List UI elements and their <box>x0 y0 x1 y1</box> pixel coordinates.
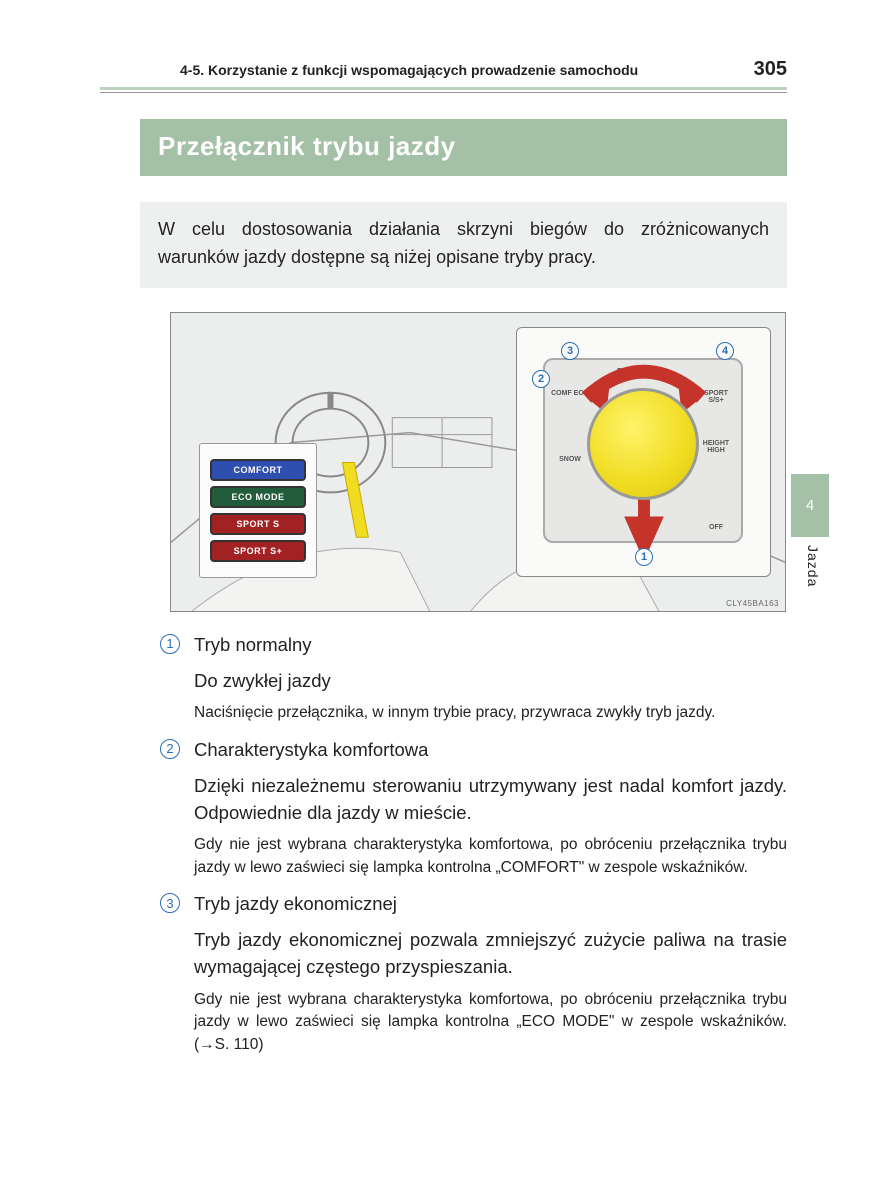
item-3-note: Gdy nie jest wybrana charakterystyka kom… <box>194 989 787 1056</box>
item-1-note: Naciśnięcie przełącznika, w innym trybie… <box>194 702 787 724</box>
mode-sport-s-indicator: SPORT S <box>210 513 306 535</box>
item-2: 2 Charakterystyka komfortowa Dzięki niez… <box>160 737 787 879</box>
callout-4: 4 <box>716 342 734 360</box>
intro-paragraph: W celu dostosowania działania skrzyni bi… <box>140 202 787 288</box>
callout-3: 3 <box>561 342 579 360</box>
mode-descriptions: 1 Tryb normalny Do zwykłej jazdy Naciśni… <box>160 632 787 1057</box>
item-2-marker: 2 <box>160 739 180 759</box>
mode-eco-indicator: ECO MODE <box>210 486 306 508</box>
item-3-subtitle: Tryb jazdy ekonomicznej pozwala zmniejsz… <box>194 927 787 981</box>
item-3: 3 Tryb jazdy ekonomicznej Tryb jazdy eko… <box>160 891 787 1056</box>
item-3-title: Tryb jazdy ekonomicznej <box>194 891 787 917</box>
section-reference: 4-5. Korzystanie z funkcji wspomagającyc… <box>180 62 638 78</box>
page-header: 4-5. Korzystanie z funkcji wspomagającyc… <box>180 58 787 81</box>
item-1-marker: 1 <box>160 634 180 654</box>
item-1-subtitle: Do zwykłej jazdy <box>194 668 787 695</box>
mode-comfort-indicator: COMFORT <box>210 459 306 481</box>
item-2-note: Gdy nie jest wybrana charakterystyka kom… <box>194 834 787 879</box>
item-2-subtitle: Dzięki niezależnemu sterowaniu utrzymywa… <box>194 773 787 827</box>
item-2-title: Charakterystyka komfortowa <box>194 737 787 763</box>
chapter-label: Jazda <box>805 545 821 587</box>
page-title: Przełącznik trybu jazdy <box>140 119 787 176</box>
dial-knob <box>587 388 699 500</box>
item-1: 1 Tryb normalny Do zwykłej jazdy Naciśni… <box>160 632 787 725</box>
header-rule-thin <box>100 92 787 93</box>
item-1-title: Tryb normalny <box>194 632 787 658</box>
dial-closeup-panel: PUSH NORMAL COMF ECO SPORT S/S+ SNOW HEI… <box>516 327 771 577</box>
callout-1: 1 <box>635 548 653 566</box>
item-3-marker: 3 <box>160 893 180 913</box>
header-rule-accent <box>100 87 787 90</box>
page-number: 305 <box>754 58 787 81</box>
mode-sport-splus-indicator: SPORT S+ <box>210 540 306 562</box>
chapter-number: 4 <box>806 497 814 514</box>
figure-drive-mode: COMFORT ECO MODE SPORT S SPORT S+ PUSH N… <box>170 312 786 612</box>
chapter-tab: 4 <box>791 474 829 537</box>
mode-indicator-panel: COMFORT ECO MODE SPORT S SPORT S+ <box>199 443 317 578</box>
callout-2: 2 <box>532 370 550 388</box>
figure-reference-code: CLY45BA163 <box>726 599 779 608</box>
